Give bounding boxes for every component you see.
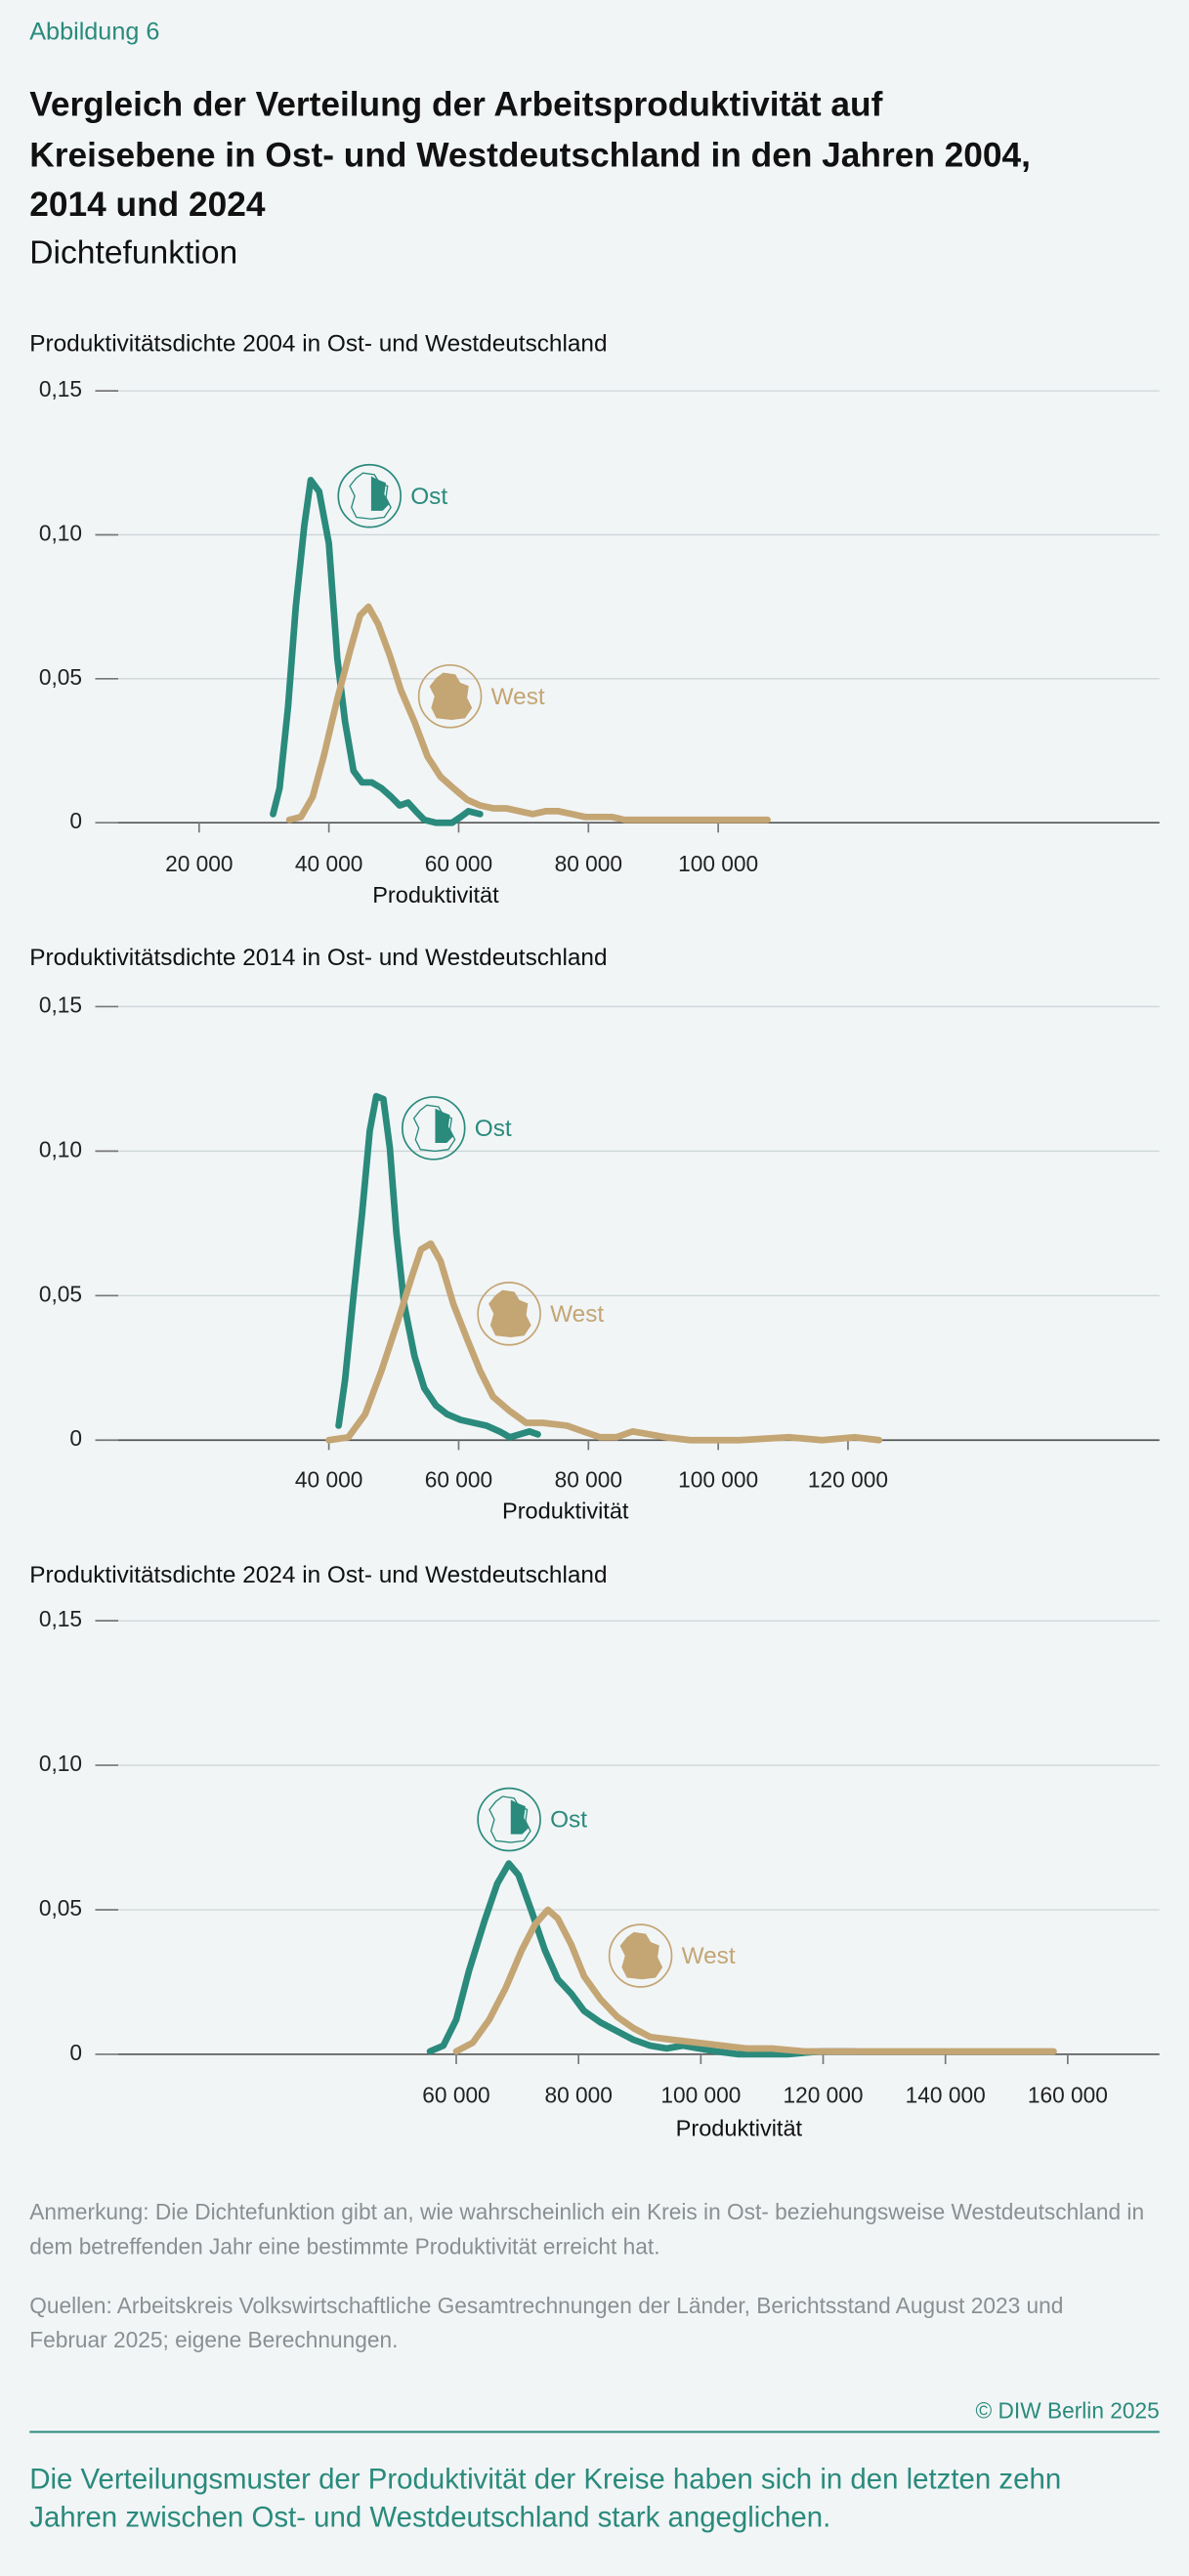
x-tick-label: 160 000	[1028, 2083, 1108, 2108]
y-tick-label: 0,05	[39, 1895, 82, 1921]
legend-icon	[608, 1923, 673, 1988]
copyright: © DIW Berlin 2025	[976, 2397, 1160, 2423]
y-tick-label: 0	[69, 808, 82, 833]
x-axis-label: Produktivität	[372, 882, 499, 908]
summary: Jahren zwischen Ost- und Westdeutschland…	[29, 2501, 830, 2533]
x-tick-label: 80 000	[544, 2083, 612, 2108]
note: Anmerkung: Die Dichtefunktion gibt an, w…	[29, 2199, 1144, 2224]
x-axis-label: Produktivität	[502, 1498, 629, 1523]
title: Kreisebene in Ost- und Westdeutschland i…	[29, 137, 1031, 175]
x-tick-label: 80 000	[555, 851, 622, 876]
title: 2014 und 2024	[29, 186, 266, 224]
legend-icon	[477, 1282, 541, 1346]
figure-label: Abbildung 6	[29, 18, 159, 45]
y-tick-label: 0,05	[39, 1281, 82, 1306]
x-tick-label: 40 000	[295, 851, 362, 876]
y-tick-label: 0,05	[39, 664, 82, 690]
legend-icon	[477, 1787, 541, 1852]
y-tick-label: 0,10	[39, 520, 82, 545]
x-axis-label: Produktivität	[676, 2115, 803, 2140]
x-tick-label: 20 000	[165, 851, 233, 876]
y-tick-label: 0,15	[39, 1606, 82, 1631]
x-tick-label: 120 000	[808, 1466, 888, 1492]
y-tick-label: 0	[69, 1425, 82, 1451]
x-tick-label: 80 000	[555, 1466, 622, 1492]
legend-label: Ost	[410, 484, 447, 510]
chart-title: Produktivitätsdichte 2014 in Ost- und We…	[29, 945, 607, 971]
legend-icon	[510, 1799, 530, 1835]
legend-icon	[417, 663, 483, 729]
x-tick-label: 60 000	[422, 2083, 489, 2108]
legend-icon	[370, 476, 390, 511]
y-tick-label: 0	[69, 2040, 82, 2065]
legend-icon	[435, 1108, 453, 1143]
chart-title: Produktivitätsdichte 2004 in Ost- und We…	[29, 330, 607, 357]
legend-label: West	[682, 1943, 736, 1969]
source: Quellen: Arbeitskreis Volkswirtschaftlic…	[29, 2293, 1063, 2318]
title: Vergleich der Verteilung der Arbeitsprod…	[29, 86, 882, 124]
y-tick-label: 0,15	[39, 376, 82, 401]
density-line	[325, 1240, 883, 1444]
y-tick-label: 0,10	[39, 1136, 82, 1161]
legend-icon	[619, 1931, 663, 1980]
legend-icon	[488, 1289, 531, 1338]
source: Februar 2025; eigene Berechnungen.	[29, 2327, 398, 2352]
x-tick-label: 120 000	[784, 2083, 864, 2108]
density-line	[285, 603, 771, 823]
legend-label: Ost	[550, 1807, 587, 1834]
x-tick-label: 140 000	[906, 2083, 986, 2108]
legend-label: West	[550, 1301, 604, 1328]
y-tick-label: 0,10	[39, 1751, 82, 1776]
density-line	[426, 1860, 858, 2058]
legend-label: West	[491, 684, 545, 710]
subtitle: Dichtefunktion	[29, 234, 237, 271]
summary: Die Verteilungsmuster der Produktivität …	[29, 2464, 1061, 2496]
chart-title: Produktivitätsdichte 2024 in Ost- und We…	[29, 1562, 607, 1588]
density-line	[335, 1092, 541, 1441]
x-tick-label: 40 000	[295, 1466, 362, 1492]
y-tick-label: 0,15	[39, 992, 82, 1017]
x-tick-label: 100 000	[660, 2083, 741, 2108]
x-tick-label: 100 000	[678, 1466, 758, 1492]
legend-icon	[337, 463, 402, 528]
legend-icon	[401, 1096, 466, 1161]
legend-label: Ost	[475, 1116, 512, 1142]
x-tick-label: 100 000	[678, 851, 758, 876]
note: dem betreffenden Jahr eine bestimmte Pro…	[29, 2233, 659, 2259]
x-tick-label: 60 000	[425, 851, 492, 876]
legend-icon	[429, 672, 473, 720]
density-line	[270, 477, 484, 826]
density-line	[452, 1906, 1057, 2055]
x-tick-label: 60 000	[425, 1466, 492, 1492]
